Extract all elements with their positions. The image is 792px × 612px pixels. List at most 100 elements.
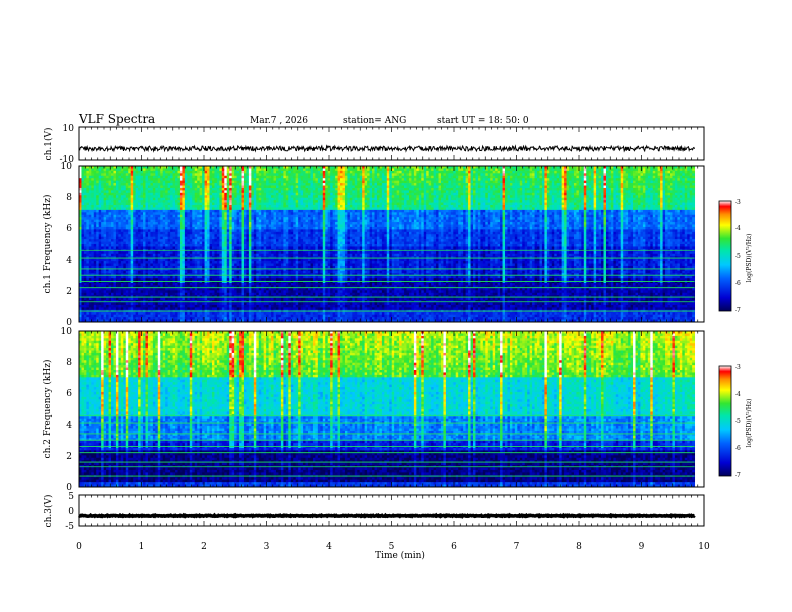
spectrogram-cell	[195, 254, 198, 257]
spectrogram-cell	[242, 278, 245, 281]
spectrogram-cell	[229, 207, 232, 210]
spectrogram-cell	[210, 264, 213, 267]
spectrogram-cell	[104, 198, 107, 201]
spectrogram-cell	[128, 298, 131, 301]
spectrogram-cell	[185, 217, 188, 220]
spectrogram-cell	[249, 222, 252, 225]
spectrogram-cell	[136, 207, 139, 210]
spectrogram-cell	[99, 173, 102, 176]
spectrogram-cell	[175, 244, 178, 247]
spectrogram-cell	[261, 239, 264, 242]
spectrogram-cell	[256, 181, 259, 184]
spectrogram-cell	[111, 210, 114, 213]
spectrogram-cell	[195, 290, 198, 293]
spectrogram-cell	[244, 246, 247, 249]
spectrogram-cell	[94, 237, 97, 240]
spectrogram-cell	[136, 203, 139, 206]
spectrogram-cell	[150, 259, 153, 262]
spectrogram-cell	[128, 273, 131, 276]
spectrogram-cell	[187, 234, 190, 237]
spectrogram-cell	[254, 190, 257, 193]
spectrogram-cell	[136, 198, 139, 201]
spectrogram-cell	[232, 207, 235, 210]
spectrogram-cell	[118, 198, 121, 201]
spectrogram-cell	[207, 227, 210, 230]
spectrogram-cell	[121, 307, 124, 310]
spectrogram-cell	[163, 298, 166, 301]
spectrogram-cell	[106, 205, 109, 208]
spectrogram-cell	[187, 178, 190, 181]
spectrogram-cell	[113, 203, 116, 206]
spectrogram-cell	[165, 298, 168, 301]
spectrogram-cell	[106, 203, 109, 206]
spectrogram-cell	[232, 273, 235, 276]
spectrogram-cell	[111, 205, 114, 208]
spectrogram-cell	[145, 312, 148, 315]
spectrogram-cell	[210, 173, 213, 176]
spectrogram-cell	[133, 251, 136, 254]
spectrogram-cell	[259, 251, 262, 254]
spectrogram-cell	[106, 168, 109, 171]
spectrogram-cell	[234, 205, 237, 208]
spectrogram-cell	[101, 186, 104, 189]
spectrogram-cell	[123, 281, 126, 284]
spectrogram-cell	[242, 261, 245, 264]
spectrogram-cell	[168, 183, 171, 186]
spectrogram-cell	[200, 171, 203, 174]
spectrogram-cell	[173, 315, 176, 318]
spectrogram-cell	[126, 203, 129, 206]
spectrogram-cell	[234, 188, 237, 191]
spectrogram-cell	[178, 188, 181, 191]
spectrogram-cell	[239, 295, 242, 298]
spectrogram-cell	[113, 188, 116, 191]
spectrogram-cell	[190, 276, 193, 279]
spectrogram-cell	[227, 242, 230, 245]
spectrogram-cell	[217, 293, 220, 296]
spectrogram-cell	[212, 276, 215, 279]
spectrogram-cell	[138, 276, 141, 279]
spectrogram-cell	[195, 171, 198, 174]
spectrogram-cell	[143, 234, 146, 237]
spectrogram-cell	[106, 183, 109, 186]
spectrogram-cell	[205, 210, 208, 213]
spectrogram-cell	[131, 225, 134, 228]
spectrogram-cell	[227, 222, 230, 225]
spectrogram-cell	[111, 229, 114, 232]
spectrogram-cell	[153, 273, 156, 276]
spectrogram-cell	[101, 190, 104, 193]
spectrogram-cell	[190, 212, 193, 215]
spectrogram-cell	[242, 171, 245, 174]
spectrogram-cell	[173, 220, 176, 223]
spectrogram-cell	[138, 239, 141, 242]
spectrogram-cell	[96, 198, 99, 201]
spectrogram-cell	[219, 312, 222, 315]
spectrogram-cell	[178, 244, 181, 247]
spectrogram-cell	[178, 183, 181, 186]
spectrogram-cell	[160, 276, 163, 279]
spectrogram-cell	[239, 183, 242, 186]
spectrogram-cell	[99, 176, 102, 179]
spectrogram-cell	[242, 315, 245, 318]
spectrogram-cell	[148, 229, 151, 232]
spectrogram-cell	[173, 254, 176, 257]
spectrogram-cell	[185, 181, 188, 184]
spectrogram-cell	[111, 212, 114, 215]
spectrogram-cell	[232, 227, 235, 230]
spectrogram-cell	[145, 183, 148, 186]
spectrogram-cell	[116, 276, 119, 279]
spectrogram-cell	[163, 212, 166, 215]
spectrogram-cell	[165, 217, 168, 220]
spectrogram-cell	[217, 171, 220, 174]
spectrogram-cell	[133, 186, 136, 189]
spectrogram-cell	[163, 193, 166, 196]
spectrogram-cell	[212, 251, 215, 254]
spectrogram-cell	[145, 222, 148, 225]
spectrogram-cell	[256, 176, 259, 179]
spectrogram-cell	[81, 281, 84, 284]
spectrogram-cell	[106, 273, 109, 276]
spectrogram-cell	[170, 171, 173, 174]
ch1-waveform-ticks	[79, 127, 704, 160]
spectrogram-cell	[148, 237, 151, 240]
spectrogram-cell	[141, 173, 144, 176]
spectrogram-cell	[237, 271, 240, 274]
